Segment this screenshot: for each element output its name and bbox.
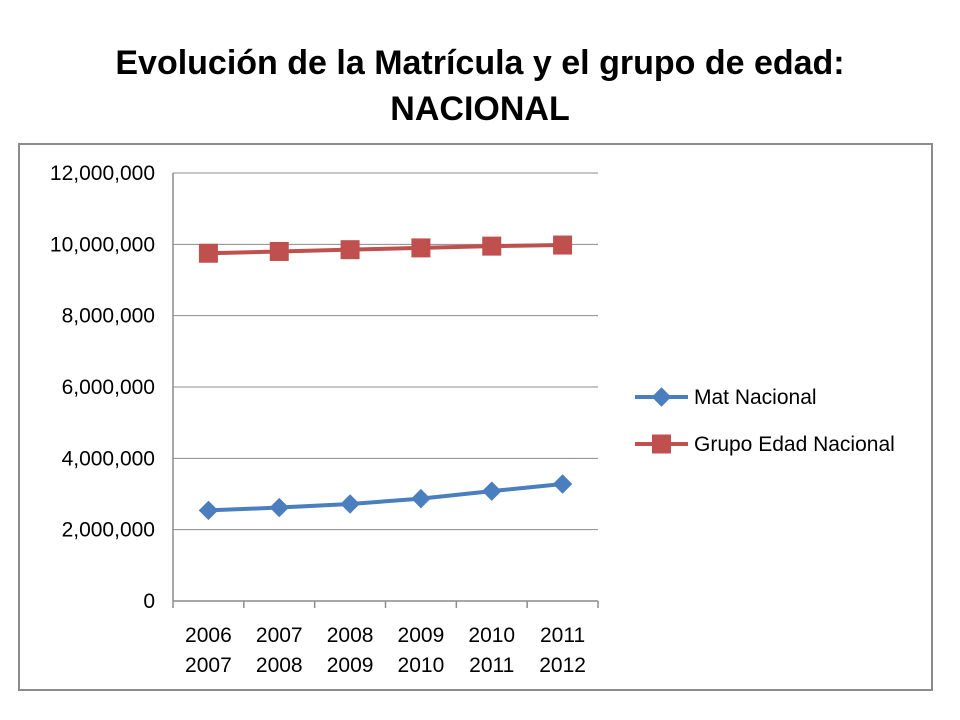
chart-frame: 0 2,000,000 4,000,000 6,000,000 8,000,000 10,…: [18, 143, 933, 691]
data-point: [340, 494, 360, 514]
legend-marker: [651, 387, 672, 407]
y-tick-label: 6,000,000: [62, 376, 155, 399]
data-point: [482, 481, 502, 501]
data-point: [340, 240, 360, 260]
y-tick-label: 10,000,000: [50, 233, 155, 256]
x-tick-label: 2006: [185, 624, 232, 647]
legend-label: Mat Nacional: [694, 386, 817, 409]
y-tick-label: 12,000,000: [50, 162, 155, 185]
data-point: [269, 241, 289, 261]
y-tick-label: 0: [143, 590, 155, 613]
x-tick-label: 2012: [539, 654, 586, 677]
data-point: [553, 235, 573, 255]
x-tick-label: 2008: [256, 654, 303, 677]
x-tick-label: 2007: [185, 654, 232, 677]
data-point: [411, 488, 431, 509]
x-tick-label: 2009: [398, 624, 445, 647]
x-tick-label: 2011: [469, 654, 514, 677]
y-tick-label: 2,000,000: [62, 519, 155, 542]
x-tick-label: 2010: [468, 624, 515, 647]
legend-label: Grupo Edad Nacional: [694, 433, 895, 456]
data-point: [198, 243, 218, 263]
x-tick-label: 2007: [256, 624, 303, 647]
x-tick-label: 2011: [540, 624, 585, 647]
data-point: [269, 497, 289, 518]
series-line: [208, 243, 563, 256]
y-tick-label: 8,000,000: [62, 305, 155, 328]
title-line-1: Evolución de la Matrícula y el grupo de …: [115, 44, 845, 82]
x-tick-label: 2010: [398, 654, 445, 677]
page-title: Evolución de la Matrícula y el grupo de …: [0, 40, 960, 132]
y-tick-label: 4,000,000: [62, 447, 155, 470]
data-point: [411, 238, 431, 258]
data-point: [552, 474, 573, 494]
x-tick-label: 2008: [327, 624, 374, 647]
x-tick-label: 2009: [327, 654, 374, 677]
legend-marker: [652, 434, 671, 454]
line-chart: 0 2,000,000 4,000,000 6,000,000 8,000,000 10,…: [50, 162, 895, 677]
title-line-2: NACIONAL: [390, 90, 570, 128]
data-point: [482, 236, 502, 256]
series-line: [208, 482, 563, 513]
data-point: [198, 500, 219, 521]
